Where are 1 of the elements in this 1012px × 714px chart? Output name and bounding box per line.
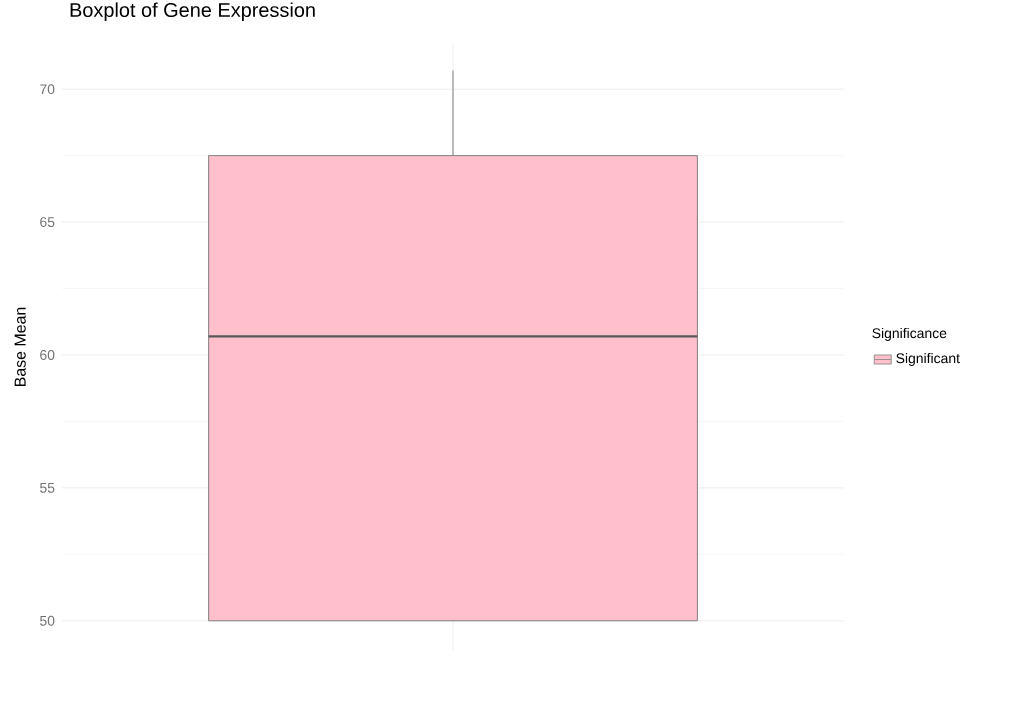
chart-title: Boxplot of Gene Expression — [70, 2, 315, 21]
